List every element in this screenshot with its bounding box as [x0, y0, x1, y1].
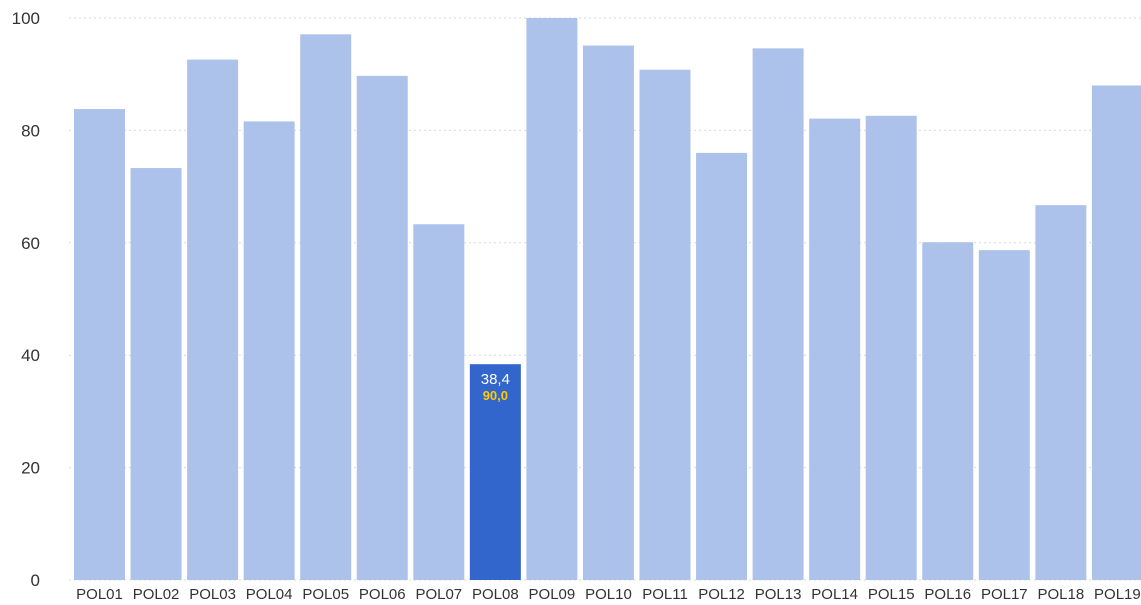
x-tick-label: POL06 — [359, 586, 406, 603]
bar-pol17[interactable] — [978, 250, 1030, 580]
x-tick-label: POL19 — [1094, 586, 1141, 603]
y-axis-ticks: 0 20 40 60 80 100 — [12, 9, 40, 590]
bar-pol16[interactable] — [922, 242, 974, 580]
x-tick-label: POL10 — [585, 586, 632, 603]
bar-pol10[interactable] — [582, 45, 634, 580]
x-tick-label: POL08 — [472, 586, 519, 603]
x-tick-label: POL04 — [246, 586, 293, 603]
y-tick-label: 0 — [31, 571, 40, 590]
bar-secondary-label: 90,0 — [483, 388, 508, 403]
bar-pol08[interactable] — [469, 364, 521, 580]
bar-pol13[interactable] — [752, 48, 804, 580]
bar-pol04[interactable] — [243, 121, 295, 581]
bar-pol07[interactable] — [413, 224, 465, 580]
x-tick-label: POL11 — [642, 586, 688, 603]
y-tick-label: 40 — [21, 346, 40, 365]
x-tick-label: POL16 — [924, 586, 971, 603]
x-tick-label: POL03 — [189, 586, 236, 603]
x-tick-label: POL13 — [755, 586, 802, 603]
bar-pol05[interactable] — [300, 34, 352, 581]
x-tick-label: POL05 — [302, 586, 349, 603]
bar-pol19[interactable] — [1091, 85, 1141, 580]
bar-pol02[interactable] — [130, 168, 182, 580]
bar-value-label: 38,4 — [481, 371, 510, 388]
bar-pol06[interactable] — [356, 75, 408, 581]
x-tick-label: POL14 — [811, 586, 858, 603]
bar-pol09[interactable] — [526, 18, 578, 580]
y-tick-label: 100 — [12, 9, 40, 28]
bar-pol15[interactable] — [865, 115, 917, 581]
x-tick-label: POL07 — [415, 586, 462, 603]
x-tick-label: POL02 — [133, 586, 180, 603]
bar-pol14[interactable] — [809, 118, 861, 581]
y-tick-label: 80 — [21, 121, 40, 140]
bar-pol03[interactable] — [187, 59, 239, 580]
bar-pol11[interactable] — [639, 69, 691, 580]
y-tick-label: 20 — [21, 459, 40, 478]
y-tick-label: 60 — [21, 234, 40, 253]
x-axis-ticks: POL01 POL02 POL03 POL04 POL05 POL06 POL07 POL08… — [76, 586, 1141, 603]
x-tick-label: POL15 — [868, 586, 915, 603]
bar-pol12[interactable] — [696, 152, 748, 580]
x-tick-label: POL18 — [1037, 586, 1084, 603]
x-tick-label: POL01 — [76, 586, 123, 603]
bar-pol18[interactable] — [1035, 205, 1087, 580]
x-tick-label: POL09 — [529, 586, 576, 603]
bars — [74, 18, 1141, 581]
x-tick-label: POL17 — [981, 586, 1028, 603]
bar-pol01[interactable] — [74, 109, 125, 580]
data-labels: 38,490,0 — [481, 371, 510, 403]
x-tick-label: POL12 — [698, 586, 745, 603]
